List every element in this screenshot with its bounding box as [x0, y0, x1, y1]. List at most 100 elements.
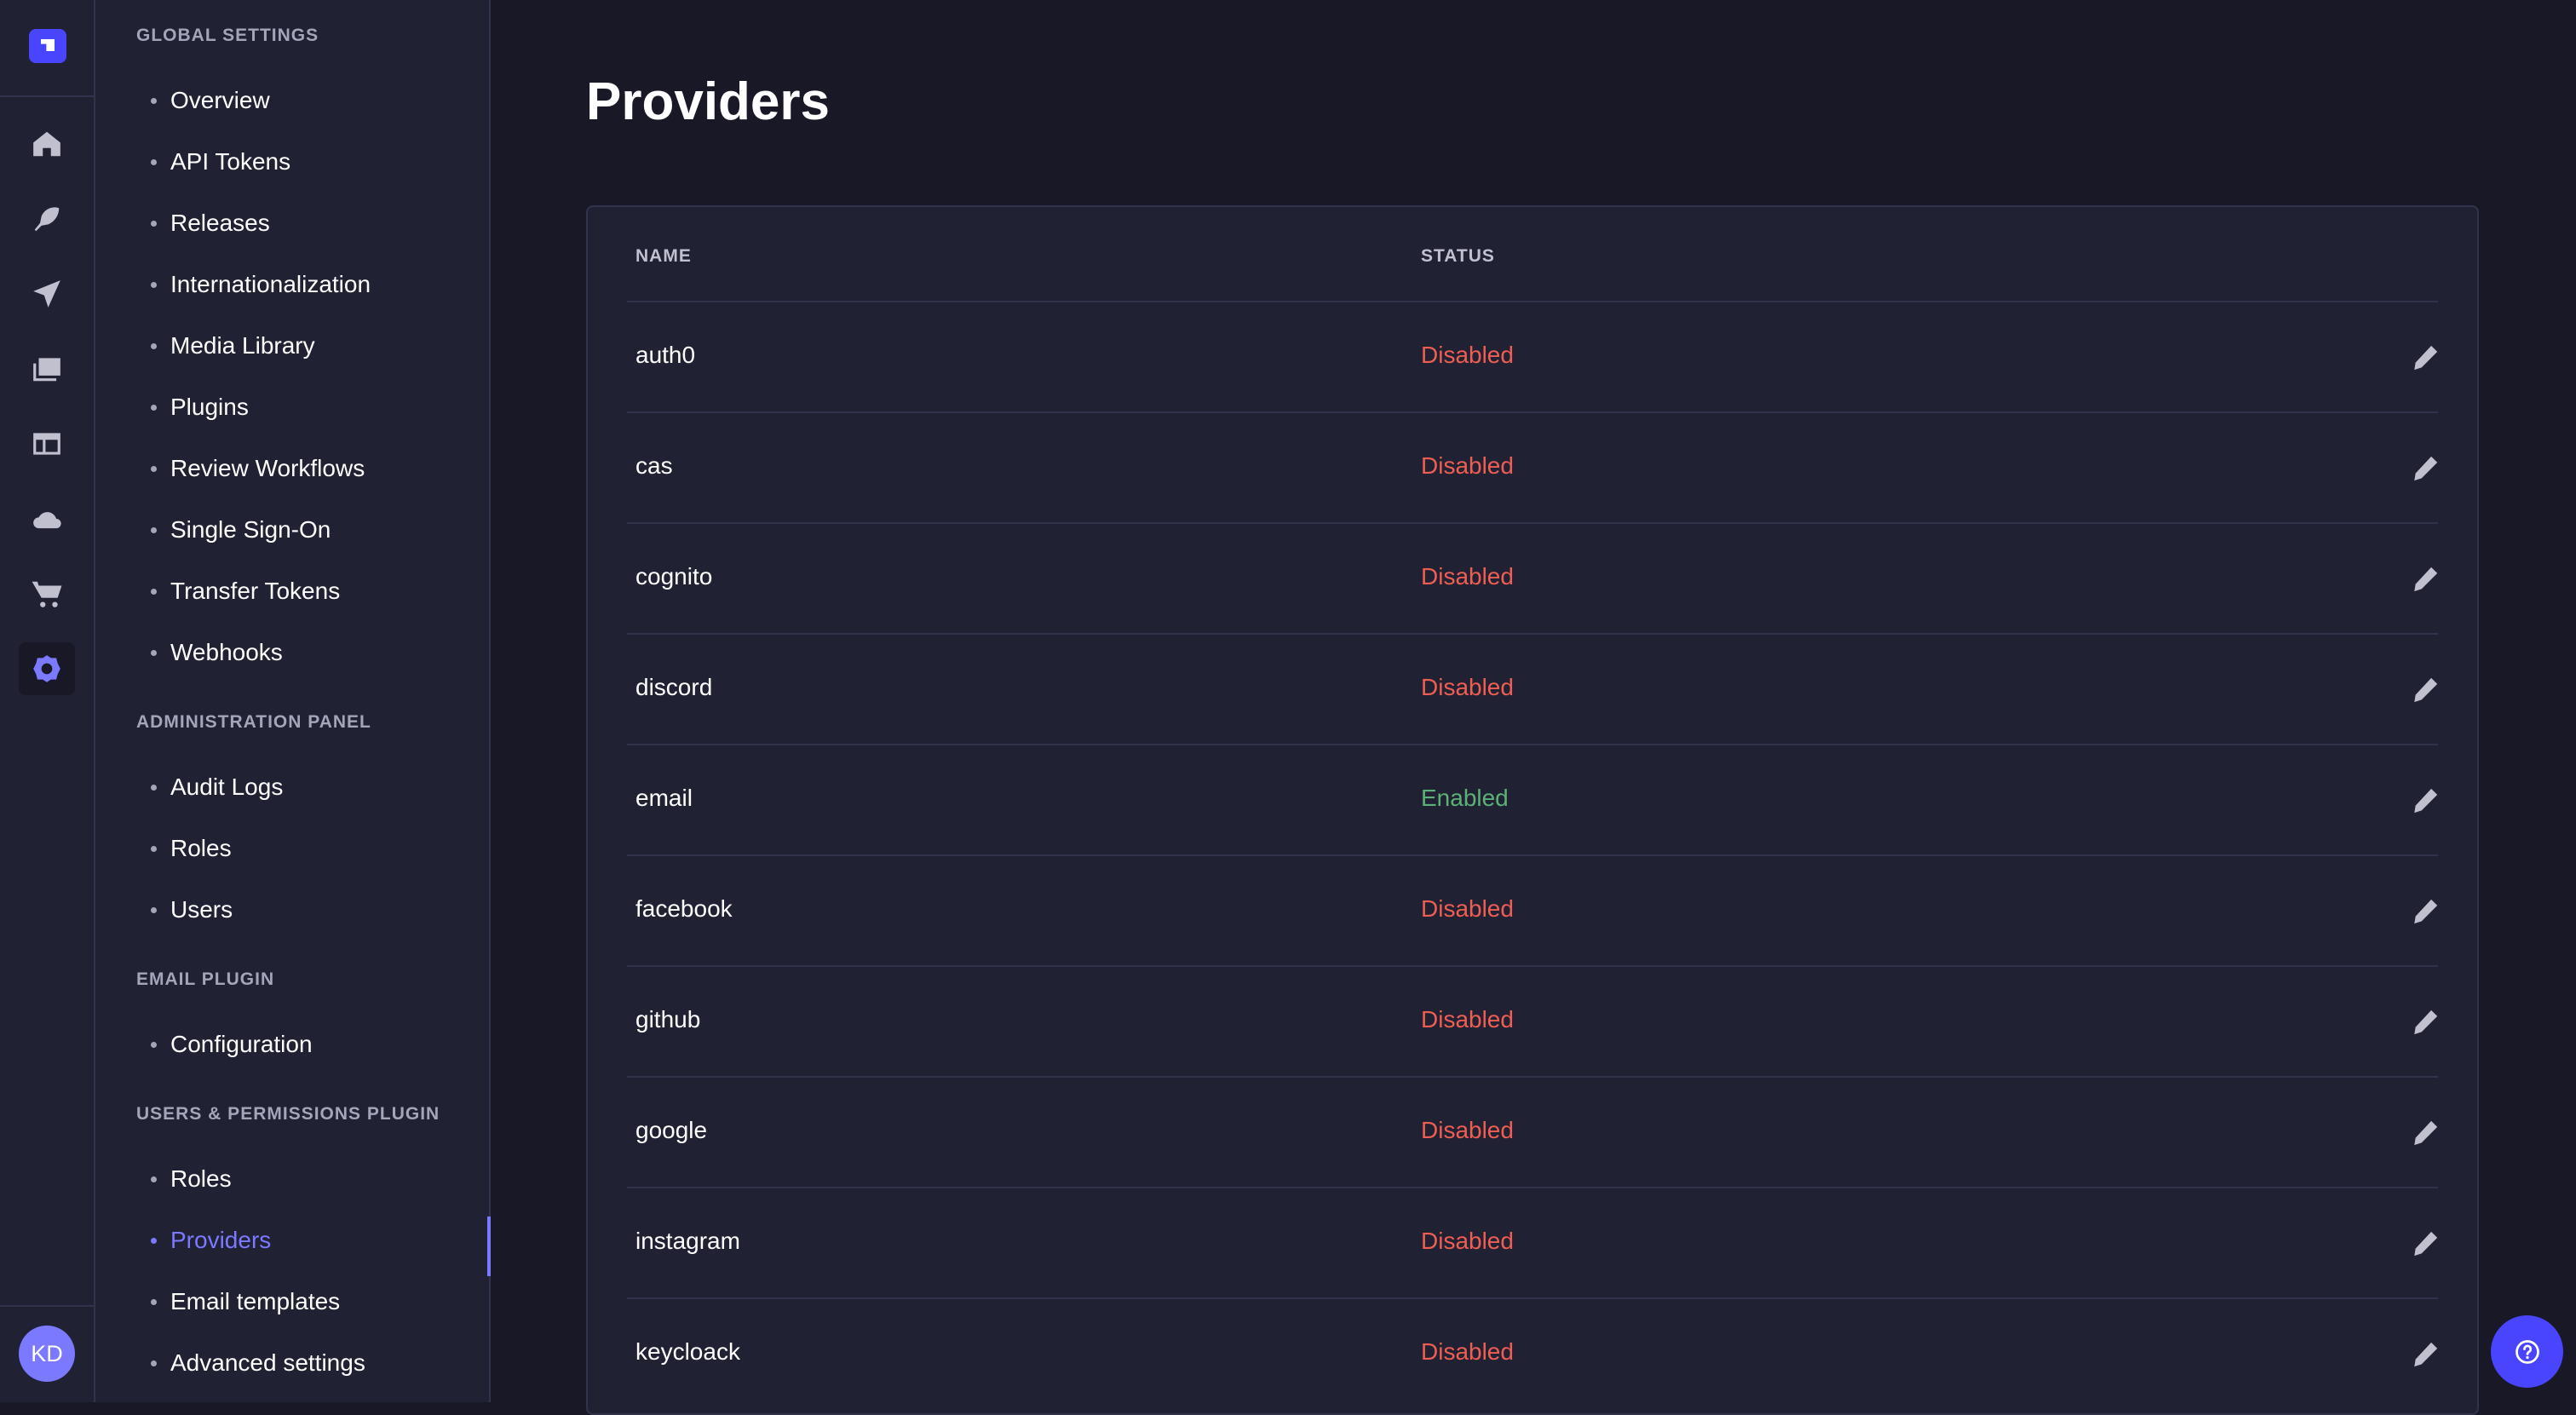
nav-paper-plane[interactable]	[19, 267, 75, 320]
nav-section-title: USERS & PERMISSIONS PLUGIN	[136, 1104, 440, 1124]
provider-name: instagram	[635, 1228, 740, 1254]
edit-button[interactable]	[2411, 786, 2440, 815]
nav-item-transfer-tokens[interactable]: Transfer Tokens	[150, 578, 341, 604]
providers-table: NAME STATUS auth0 Disabled cas Disabled …	[586, 205, 2479, 1415]
nav-item-api-tokens[interactable]: API Tokens	[150, 148, 291, 175]
table-row[interactable]: email Enabled	[627, 744, 2438, 854]
status-badge: Disabled	[1421, 1228, 1514, 1254]
pencil-icon	[2414, 1009, 2438, 1035]
table-row[interactable]: cas Disabled	[627, 411, 2438, 522]
nav-feather[interactable]	[19, 193, 75, 245]
provider-name: facebook	[635, 895, 733, 922]
table-row[interactable]: auth0 Disabled	[627, 301, 2438, 411]
table-row[interactable]: github Disabled	[627, 965, 2438, 1076]
pencil-icon	[2414, 788, 2438, 814]
edit-button[interactable]	[2411, 676, 2440, 705]
table-row[interactable]: keycloack Disabled	[627, 1297, 2438, 1408]
status-badge: Disabled	[1421, 342, 1514, 368]
nav-layout[interactable]	[19, 417, 75, 470]
nav-item-configuration[interactable]: Configuration	[151, 1031, 313, 1057]
provider-name: keycloack	[635, 1338, 740, 1365]
gear-icon	[33, 655, 60, 682]
nav-cart[interactable]	[19, 567, 75, 620]
nav-item-review-workflows[interactable]: Review Workflows	[150, 455, 365, 481]
table-row[interactable]: google Disabled	[627, 1076, 2438, 1187]
divider	[0, 95, 94, 97]
table-row[interactable]: discord Disabled	[627, 633, 2438, 744]
nav-item-users[interactable]: Users	[150, 896, 233, 923]
edit-button[interactable]	[2411, 1229, 2440, 1258]
column-header-status: STATUS	[1421, 246, 1495, 266]
provider-name: cas	[635, 452, 673, 479]
nav-cloud[interactable]	[19, 492, 75, 545]
status-badge: Disabled	[1421, 452, 1514, 479]
layout-icon	[33, 433, 60, 455]
edit-button[interactable]	[2411, 1008, 2440, 1037]
settings-sidebar: GLOBAL SETTINGS Overview API Tokens Release…	[95, 0, 491, 1402]
table-row[interactable]: instagram Disabled	[627, 1187, 2438, 1297]
nav-images[interactable]	[19, 342, 75, 395]
images-icon	[33, 358, 60, 382]
status-badge: Disabled	[1421, 1117, 1514, 1143]
status-badge: Disabled	[1421, 674, 1514, 700]
nav-item-media-library[interactable]: Media Library	[151, 332, 315, 359]
status-badge: Disabled	[1421, 1006, 1514, 1032]
home-icon	[33, 131, 60, 157]
pencil-icon	[2414, 567, 2438, 592]
help-button[interactable]	[2491, 1315, 2563, 1388]
edit-button[interactable]	[2411, 565, 2440, 594]
page-title: Providers	[586, 72, 831, 131]
status-badge: Disabled	[1421, 1338, 1514, 1365]
provider-name: cognito	[635, 563, 713, 590]
nav-section-title: ADMINISTRATION PANEL	[136, 712, 371, 732]
pencil-icon	[2414, 899, 2438, 924]
nav-item-releases[interactable]: Releases	[151, 210, 270, 236]
nav-section-title: GLOBAL SETTINGS	[136, 26, 319, 45]
nav-item-internationalization[interactable]: Internationalization	[150, 271, 371, 297]
pencil-icon	[2414, 677, 2438, 703]
provider-name: github	[635, 1006, 701, 1032]
nav-item-roles[interactable]: Roles	[151, 1165, 232, 1192]
nav-item-webhooks[interactable]: Webhooks	[151, 639, 283, 665]
status-badge: Enabled	[1421, 785, 1509, 811]
provider-name: google	[635, 1117, 708, 1143]
pencil-icon	[2414, 1342, 2438, 1367]
pencil-icon	[2414, 456, 2438, 481]
edit-button[interactable]	[2411, 343, 2440, 372]
status-badge: Disabled	[1421, 563, 1514, 590]
main-nav-rail: KD	[0, 0, 95, 1402]
provider-name: auth0	[635, 342, 696, 368]
nav-gear[interactable]	[19, 642, 75, 695]
paper-plane-icon	[33, 280, 60, 308]
help-icon	[2515, 1339, 2539, 1364]
nav-item-single-sign-on[interactable]: Single Sign-On	[150, 516, 331, 543]
nav-item-roles[interactable]: Roles	[151, 835, 232, 861]
edit-button[interactable]	[2411, 1119, 2440, 1148]
pencil-icon	[2414, 345, 2438, 371]
nav-item-plugins[interactable]: Plugins	[151, 394, 249, 420]
nav-item-advanced-settings[interactable]: Advanced settings	[151, 1349, 365, 1376]
nav-item-providers[interactable]: Providers	[150, 1227, 272, 1253]
edit-button[interactable]	[2411, 897, 2440, 926]
nav-home[interactable]	[19, 118, 75, 170]
divider	[0, 1305, 94, 1307]
edit-button[interactable]	[2411, 454, 2440, 483]
provider-name: email	[635, 785, 693, 811]
feather-icon	[34, 207, 60, 232]
provider-name: discord	[635, 674, 713, 700]
column-header-name: NAME	[635, 246, 692, 266]
avatar[interactable]: KD	[19, 1326, 75, 1382]
logo-icon[interactable]	[29, 29, 66, 63]
table-row[interactable]: cognito Disabled	[627, 522, 2438, 633]
pencil-icon	[2414, 1120, 2438, 1146]
active-indicator	[487, 1217, 491, 1276]
cart-icon	[32, 581, 62, 607]
edit-button[interactable]	[2411, 1340, 2440, 1369]
table-row[interactable]: facebook Disabled	[627, 854, 2438, 965]
nav-section-title: EMAIL PLUGIN	[136, 969, 275, 989]
nav-item-overview[interactable]: Overview	[151, 87, 270, 113]
nav-item-audit-logs[interactable]: Audit Logs	[150, 774, 284, 800]
pencil-icon	[2414, 1231, 2438, 1257]
nav-item-email-templates[interactable]: Email templates	[150, 1288, 341, 1314]
cloud-icon	[33, 512, 61, 529]
